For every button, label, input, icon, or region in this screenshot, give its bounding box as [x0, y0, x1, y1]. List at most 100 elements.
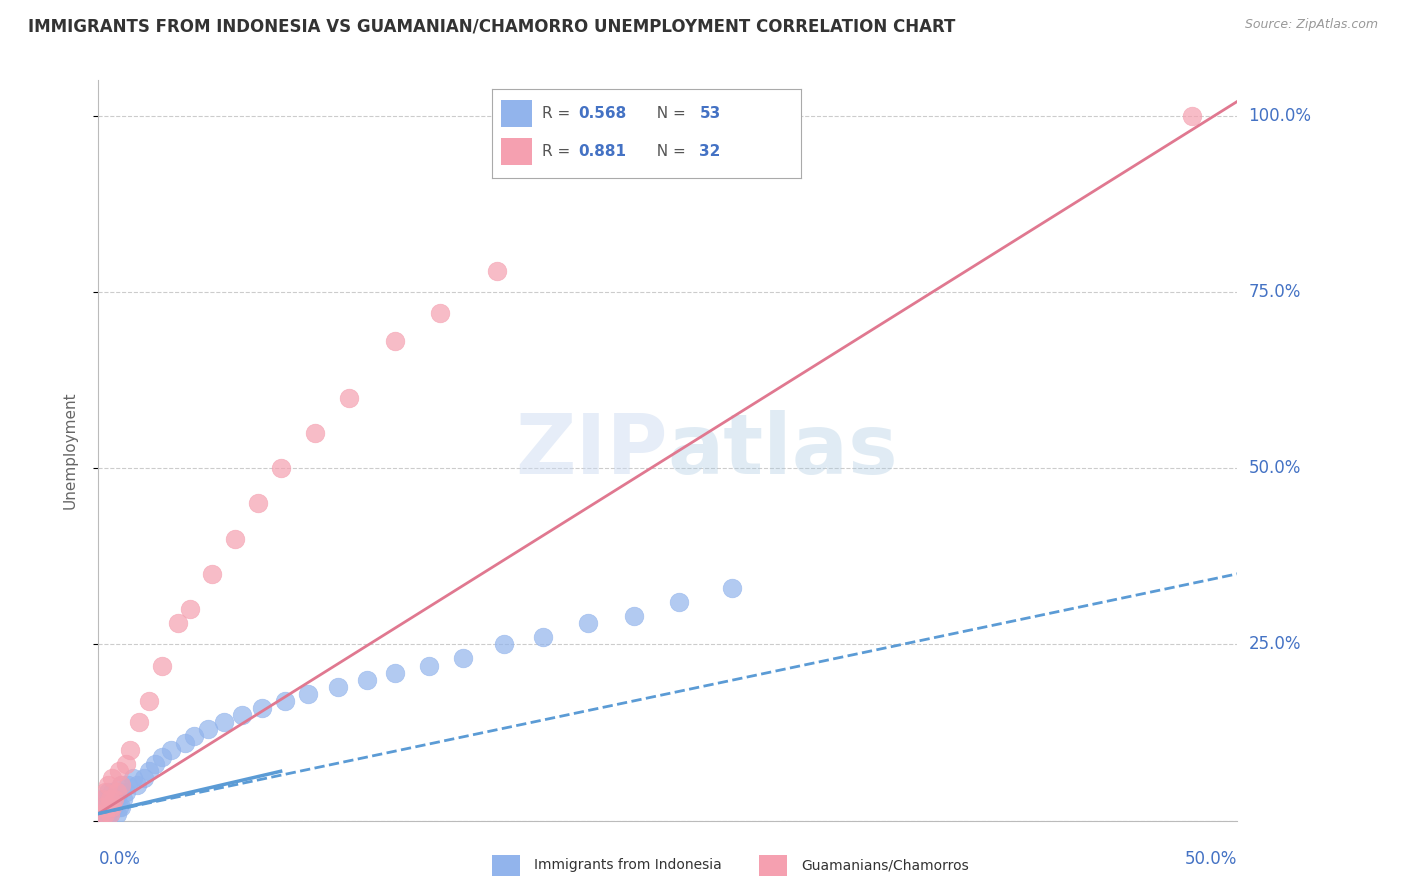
Point — [384, 334, 406, 348]
Text: 53: 53 — [699, 106, 721, 120]
Point — [252, 701, 274, 715]
Point — [128, 714, 150, 729]
Text: 32: 32 — [699, 145, 721, 159]
Text: 100.0%: 100.0% — [1249, 106, 1312, 125]
Point — [110, 778, 132, 792]
Text: 50.0%: 50.0% — [1249, 459, 1301, 477]
Bar — [759, 855, 787, 876]
Point — [98, 792, 121, 806]
Point — [91, 799, 114, 814]
Point — [145, 757, 167, 772]
Point — [127, 778, 149, 792]
Text: 0.568: 0.568 — [579, 106, 627, 120]
Point — [103, 799, 125, 814]
Point — [418, 658, 440, 673]
Point — [94, 792, 117, 806]
Point — [90, 799, 112, 814]
Point — [492, 637, 515, 651]
Point — [326, 680, 349, 694]
Point — [91, 806, 114, 821]
Text: 0.0%: 0.0% — [98, 850, 141, 868]
Text: Immigrants from Indonesia: Immigrants from Indonesia — [534, 858, 723, 872]
Point — [132, 772, 155, 786]
Point — [297, 687, 319, 701]
Point — [105, 792, 128, 806]
Point — [120, 743, 142, 757]
Point — [105, 785, 128, 799]
Text: 25.0%: 25.0% — [1249, 635, 1301, 653]
Point — [384, 665, 406, 680]
Point — [94, 806, 117, 821]
Point — [110, 778, 132, 792]
Point — [150, 658, 173, 673]
Point — [101, 785, 124, 799]
Point — [174, 736, 197, 750]
Point — [91, 792, 114, 806]
Point — [96, 806, 118, 821]
Point — [337, 391, 360, 405]
Point — [98, 792, 121, 806]
Point — [101, 799, 124, 814]
Text: R =: R = — [541, 145, 575, 159]
Point — [103, 792, 125, 806]
Text: atlas: atlas — [668, 410, 898, 491]
Point — [90, 806, 112, 821]
Text: IMMIGRANTS FROM INDONESIA VS GUAMANIAN/CHAMORRO UNEMPLOYMENT CORRELATION CHART: IMMIGRANTS FROM INDONESIA VS GUAMANIAN/C… — [28, 18, 956, 36]
Point — [201, 566, 224, 581]
Point — [270, 461, 292, 475]
Point — [231, 707, 253, 722]
Text: Source: ZipAtlas.com: Source: ZipAtlas.com — [1244, 18, 1378, 31]
Point — [121, 772, 143, 786]
Point — [96, 778, 118, 792]
Text: N =: N = — [647, 145, 690, 159]
Point — [576, 616, 599, 631]
Point — [112, 792, 135, 806]
Point — [138, 694, 160, 708]
Text: 0.881: 0.881 — [579, 145, 627, 159]
Text: ZIP: ZIP — [516, 410, 668, 491]
Point — [98, 799, 121, 814]
Bar — [502, 138, 533, 165]
Point — [623, 609, 645, 624]
Point — [356, 673, 378, 687]
Point — [94, 785, 117, 799]
Bar — [502, 100, 533, 127]
Point — [96, 785, 118, 799]
Point — [94, 806, 117, 821]
Point — [101, 799, 124, 814]
Point — [108, 785, 131, 799]
Point — [531, 630, 554, 644]
Point — [101, 772, 124, 786]
Point — [91, 799, 114, 814]
Point — [110, 799, 132, 814]
Point — [183, 729, 205, 743]
Point — [224, 532, 246, 546]
Text: 50.0%: 50.0% — [1185, 850, 1237, 868]
Point — [108, 799, 131, 814]
Point — [486, 263, 509, 277]
Point — [451, 651, 474, 665]
Point — [90, 806, 112, 821]
Y-axis label: Unemployment: Unemployment — [63, 392, 77, 509]
Point — [96, 799, 118, 814]
Text: 75.0%: 75.0% — [1249, 283, 1301, 301]
Point — [160, 743, 183, 757]
Point — [94, 799, 117, 814]
Point — [429, 306, 451, 320]
Point — [304, 425, 326, 440]
Text: N =: N = — [647, 106, 690, 120]
Point — [197, 722, 219, 736]
Point — [150, 750, 173, 764]
Point — [246, 496, 269, 510]
Point — [117, 778, 139, 792]
Point — [103, 792, 125, 806]
Point — [114, 757, 136, 772]
Point — [108, 764, 131, 779]
Bar — [492, 855, 520, 876]
Text: R =: R = — [541, 106, 575, 120]
Point — [720, 581, 742, 595]
Point — [91, 792, 114, 806]
Point — [1181, 109, 1204, 123]
Point — [98, 806, 121, 821]
Point — [105, 806, 128, 821]
